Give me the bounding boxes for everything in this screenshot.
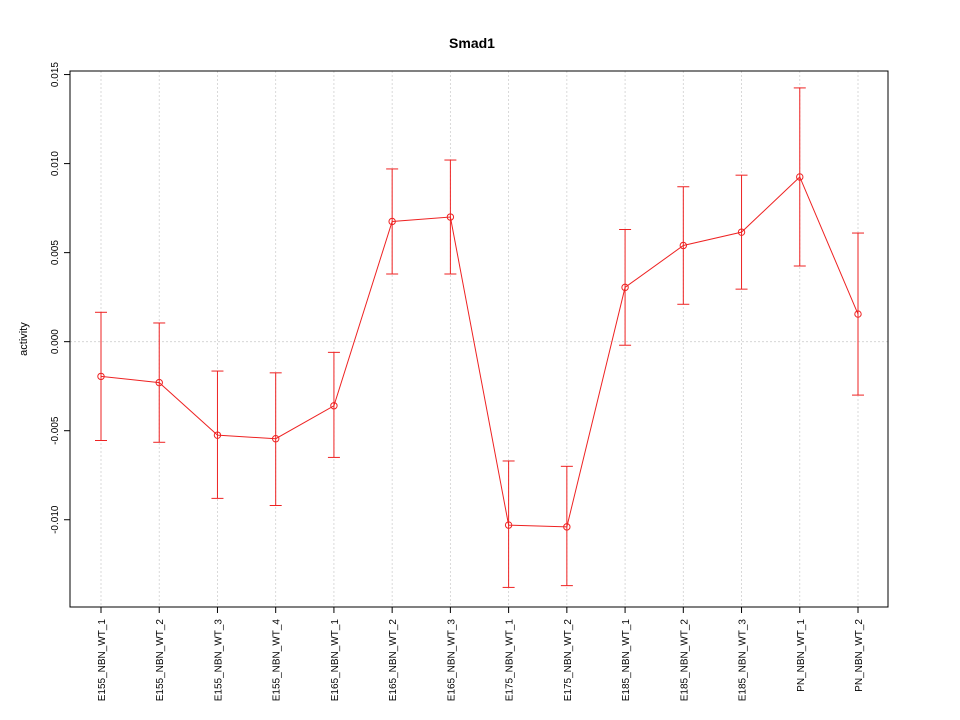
data-point xyxy=(155,378,163,387)
x-tick-label: E165_NBN_WT_2 xyxy=(388,619,399,702)
x-tick-label: E185_NBN_WT_2 xyxy=(679,619,690,702)
x-tick-label: E185_NBN_WT_1 xyxy=(621,619,632,702)
data-point xyxy=(621,283,629,292)
x-axis: E155_NBN_WT_1 E155_NBN_WT_2 E155_NBN_WT_3 E… xyxy=(97,607,865,701)
data-point xyxy=(679,241,688,250)
y-axis: -0.010 -0.005 0.000 0.005 0.010 0.015 xyxy=(50,62,70,534)
x-tick-label: E155_NBN_WT_1 xyxy=(97,619,108,702)
x-tick-label: E165_NBN_WT_1 xyxy=(330,619,341,702)
data-point xyxy=(563,523,571,531)
y-tick-label: -0.005 xyxy=(50,416,61,445)
y-tick-label: 0.015 xyxy=(50,62,61,87)
data-point xyxy=(446,213,455,221)
y-tick-label: 0.000 xyxy=(50,329,61,354)
x-tick-label: E185_NBN_WT_3 xyxy=(738,619,749,702)
x-tick-label: E155_NBN_WT_3 xyxy=(213,619,224,702)
data-point xyxy=(796,173,804,181)
x-tick-label: PN_NBN_WT_1 xyxy=(796,619,807,692)
data-point xyxy=(504,521,513,529)
data-point xyxy=(213,431,222,439)
y-axis-label: activity xyxy=(18,322,30,356)
y-tick-label: -0.010 xyxy=(50,505,61,534)
x-tick-label: E155_NBN_WT_2 xyxy=(155,619,166,702)
data-point xyxy=(854,310,862,318)
data-point xyxy=(737,228,746,236)
chart-title: Smad1 xyxy=(449,35,495,51)
data-point xyxy=(388,217,396,226)
x-tick-label: E175_NBN_WT_1 xyxy=(505,619,516,702)
x-tick-label: E165_NBN_WT_3 xyxy=(446,619,457,702)
x-tick-label: E175_NBN_WT_2 xyxy=(563,619,574,702)
series-line xyxy=(100,176,859,528)
x-tick-label: E155_NBN_WT_4 xyxy=(272,619,283,702)
data-point xyxy=(97,372,105,381)
series xyxy=(95,87,864,588)
data-point xyxy=(330,402,338,410)
grid xyxy=(100,71,859,607)
data-point xyxy=(271,435,280,443)
plot-frame xyxy=(69,70,889,608)
x-tick-label: PN_NBN_WT_2 xyxy=(854,619,865,692)
y-tick-label: 0.005 xyxy=(50,240,61,265)
y-tick-label: 0.010 xyxy=(50,151,61,176)
